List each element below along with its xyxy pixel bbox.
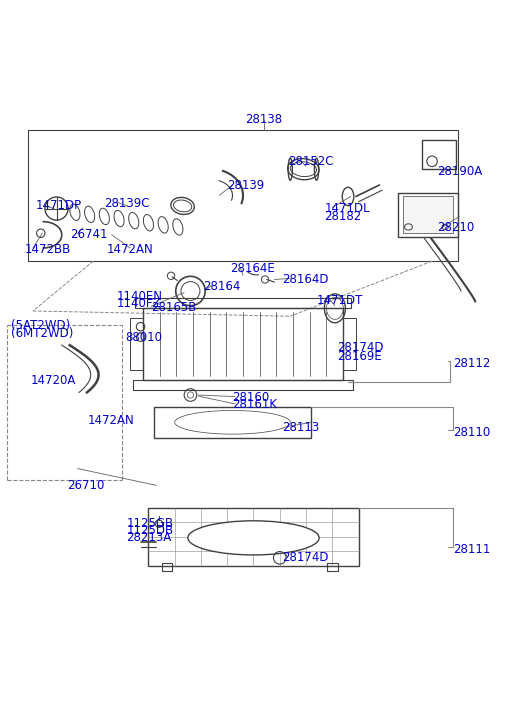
Text: 1125DB: 1125DB <box>126 524 174 537</box>
Bar <box>133 380 353 390</box>
Text: 28139C: 28139C <box>104 197 149 210</box>
Bar <box>27 130 458 261</box>
Text: 28160: 28160 <box>232 391 270 404</box>
Bar <box>130 318 143 370</box>
Text: 28164: 28164 <box>204 280 241 293</box>
Text: 28164E: 28164E <box>230 262 275 276</box>
Text: 28139: 28139 <box>227 180 265 193</box>
Bar <box>135 298 351 308</box>
Text: 28210: 28210 <box>437 222 475 235</box>
Text: 1140EN: 1140EN <box>117 290 163 302</box>
Bar <box>327 563 337 571</box>
Bar <box>148 508 359 566</box>
Bar <box>403 196 453 233</box>
Text: 1471DT: 1471DT <box>316 294 363 307</box>
Text: 28111: 28111 <box>453 544 491 556</box>
Bar <box>398 193 458 238</box>
Bar <box>421 140 456 169</box>
Text: (5AT2WD): (5AT2WD) <box>11 319 70 332</box>
Text: 28169E: 28169E <box>337 350 382 363</box>
Text: 28174D: 28174D <box>282 551 329 564</box>
Text: 28138: 28138 <box>246 113 282 126</box>
Text: 26741: 26741 <box>70 228 107 241</box>
Text: 1472AN: 1472AN <box>88 414 135 427</box>
Bar <box>162 563 172 571</box>
Text: 26710: 26710 <box>67 479 105 492</box>
Text: 28165B: 28165B <box>151 301 196 314</box>
Text: 1471DL: 1471DL <box>324 202 370 215</box>
Text: 1472AN: 1472AN <box>107 243 153 255</box>
Text: 1140FZ: 1140FZ <box>117 297 162 310</box>
Text: 28161K: 28161K <box>232 398 278 411</box>
Text: 14720A: 14720A <box>30 374 76 387</box>
Text: 1472BB: 1472BB <box>25 243 71 255</box>
Text: 28110: 28110 <box>453 426 491 439</box>
Text: 28182: 28182 <box>324 210 362 223</box>
Text: 28164D: 28164D <box>282 273 329 286</box>
Text: (6MT2WD): (6MT2WD) <box>11 326 73 340</box>
Text: 28113: 28113 <box>282 421 319 434</box>
Bar <box>154 406 312 438</box>
Text: 28174D: 28174D <box>337 341 384 354</box>
Text: 28190A: 28190A <box>437 165 483 178</box>
Text: 28213A: 28213A <box>126 531 172 545</box>
Ellipse shape <box>188 521 319 555</box>
Bar <box>343 318 356 370</box>
Text: 88010: 88010 <box>125 331 162 344</box>
Bar <box>143 308 343 380</box>
Text: 28152C: 28152C <box>288 155 333 168</box>
Text: 1125GB: 1125GB <box>126 517 174 530</box>
Text: 1471DP: 1471DP <box>35 199 82 212</box>
Text: 28112: 28112 <box>453 357 491 370</box>
